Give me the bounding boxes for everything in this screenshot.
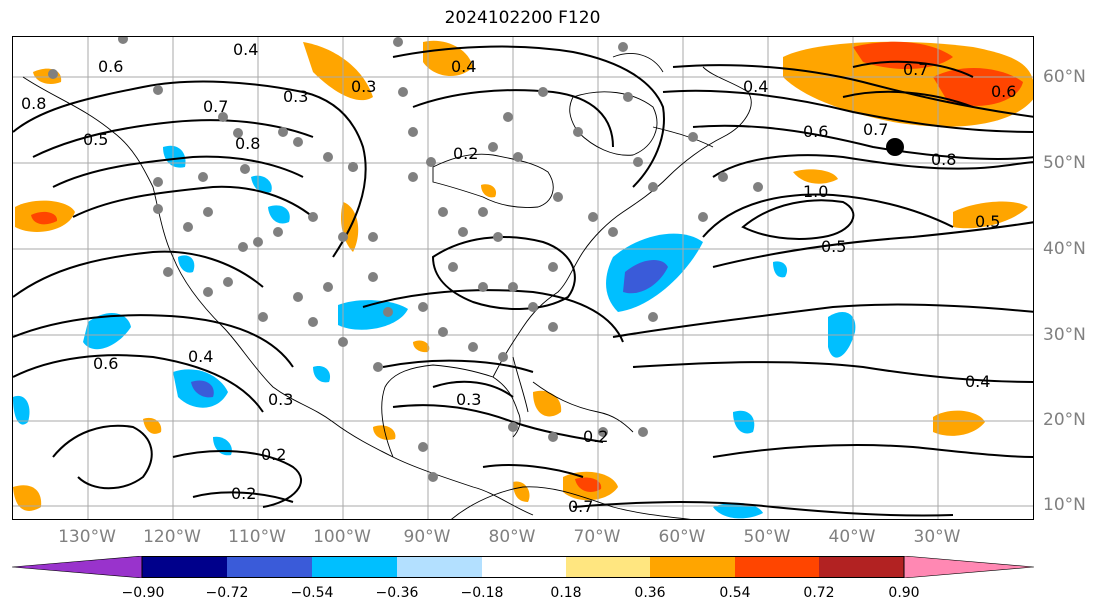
colorbar-segment: [11, 555, 143, 579]
lon-label: 80°W: [488, 527, 536, 547]
colorbar: [11, 555, 1035, 579]
colorbar-segment: [903, 555, 1035, 579]
colorbar-tick: 0.72: [803, 585, 835, 601]
lon-label: 110°W: [228, 527, 286, 547]
contour-label: 0.7: [568, 497, 593, 516]
lat-label: 60°N: [1043, 67, 1086, 87]
colorbar-tick: 0.90: [888, 585, 920, 601]
colorbar-tick: 0.54: [719, 585, 751, 601]
colorbar-tick: −0.18: [460, 585, 504, 601]
colorbar-segment: [735, 556, 819, 578]
colorbar-segment: [650, 556, 735, 578]
colorbar-segment: [482, 556, 566, 578]
lon-label: 30°W: [913, 527, 961, 547]
highlight-marker: [886, 138, 904, 156]
lon-label: 120°W: [143, 527, 201, 547]
contours: [13, 45, 1033, 517]
contour-label: 0.5: [821, 237, 846, 256]
anomaly-shading: [13, 40, 1033, 519]
lat-label: 40°N: [1043, 239, 1086, 259]
map-canvas: 0.8 0.4 0.6 0.7 0.5 0.3 0.8 0.3 0.4 0.2 …: [13, 37, 1033, 519]
contour-label: 0.3: [268, 390, 293, 409]
colorbar-svg: [11, 555, 1035, 579]
contour-labels: 0.8 0.4 0.6 0.7 0.5 0.3 0.8 0.3 0.4 0.2 …: [21, 40, 1016, 516]
contour-label: 0.3: [351, 77, 376, 96]
colorbar-tick: 0.18: [550, 585, 582, 601]
contour-label: 0.5: [83, 130, 108, 149]
contour-label: 0.4: [451, 57, 476, 76]
colorbar-tick: 0.36: [634, 585, 666, 601]
colorbar-tick: −0.90: [121, 585, 165, 601]
graticule: [13, 37, 1033, 519]
colorbar-segment: [312, 556, 397, 578]
lat-label: 50°N: [1043, 153, 1086, 173]
contour-label: 0.7: [203, 97, 228, 116]
lon-label: 90°W: [403, 527, 451, 547]
contour-label: 0.8: [21, 94, 46, 113]
contour-label: 1.0: [803, 182, 828, 201]
contour-label: 0.6: [803, 122, 828, 141]
contour-label: 0.7: [863, 120, 888, 139]
contour-label: 0.8: [931, 150, 956, 169]
colorbar-tick: −0.54: [290, 585, 334, 601]
colorbar-segment: [397, 556, 482, 578]
contour-label: 0.7: [903, 60, 928, 79]
station-markers: [48, 37, 763, 482]
contour-label: 0.4: [233, 40, 258, 59]
map-title: 2024102200 F120: [444, 8, 601, 28]
colorbar-segment: [566, 556, 650, 578]
contour-label: 0.8: [235, 134, 260, 153]
lon-label: 60°W: [658, 527, 706, 547]
colorbar-tick: −0.72: [205, 585, 249, 601]
contour-label: 0.2: [583, 427, 608, 446]
colorbar-tick: −0.36: [375, 585, 419, 601]
map-panel: 0.8 0.4 0.6 0.7 0.5 0.3 0.8 0.3 0.4 0.2 …: [12, 36, 1034, 520]
lon-label: 100°W: [313, 527, 371, 547]
lat-label: 10°N: [1043, 495, 1086, 515]
contour-label: 0.6: [991, 82, 1016, 101]
lon-label: 50°W: [743, 527, 791, 547]
colorbar-segment: [142, 556, 227, 578]
contour-label: 0.4: [188, 347, 213, 366]
lat-label: 20°N: [1043, 410, 1086, 430]
contour-label: 0.6: [93, 354, 118, 373]
lon-label: 40°W: [828, 527, 876, 547]
contour-label: 0.3: [456, 390, 481, 409]
colorbar-segment: [819, 556, 904, 578]
contour-label: 0.2: [453, 144, 478, 163]
contour-label: 0.2: [231, 484, 256, 503]
contour-label: 0.3: [283, 87, 308, 106]
colorbar-segment: [227, 556, 312, 578]
contour-label: 0.5: [975, 212, 1000, 231]
contour-label: 0.2: [261, 445, 286, 464]
contour-label: 0.4: [743, 77, 768, 96]
contour-label: 0.4: [965, 372, 990, 391]
contour-label: 0.6: [98, 57, 123, 76]
lat-label: 30°N: [1043, 325, 1086, 345]
lon-label: 70°W: [573, 527, 621, 547]
lon-label: 130°W: [58, 527, 116, 547]
